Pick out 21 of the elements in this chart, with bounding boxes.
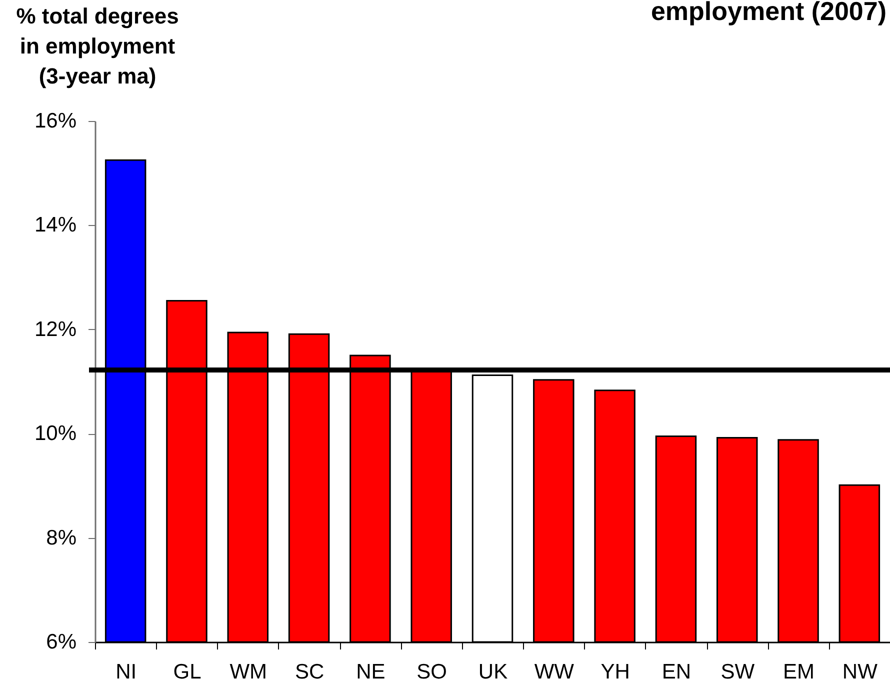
x-tick-label: NW — [842, 660, 878, 684]
y-tick-label: 12% — [34, 318, 76, 341]
y-tick-label: 10% — [34, 422, 76, 446]
x-tick-label: SO — [416, 660, 448, 684]
x-tick-label: WW — [534, 660, 574, 684]
x-tick-label: EN — [662, 660, 692, 684]
y-axis-title: % total degrees in employment (3-year ma) — [16, 4, 179, 88]
x-tick-label: SW — [720, 660, 755, 684]
x-tick-label: UK — [478, 660, 508, 684]
x-tick-label: YH — [600, 660, 630, 684]
y-tick-label: 8% — [46, 526, 76, 550]
y-tick-label: 16% — [34, 110, 76, 132]
chart-title: employment (2007) — [650, 0, 886, 26]
x-tick-label: GL — [173, 660, 202, 684]
x-tick-label: EM — [783, 660, 815, 684]
x-tick-label: WM — [230, 660, 268, 684]
x-tick-label: NE — [356, 660, 386, 684]
x-tick-label: SC — [294, 660, 324, 684]
y-tick-label: 6% — [46, 630, 76, 654]
y-tick-label: 14% — [34, 214, 76, 237]
x-tick-label: NI — [116, 660, 137, 684]
